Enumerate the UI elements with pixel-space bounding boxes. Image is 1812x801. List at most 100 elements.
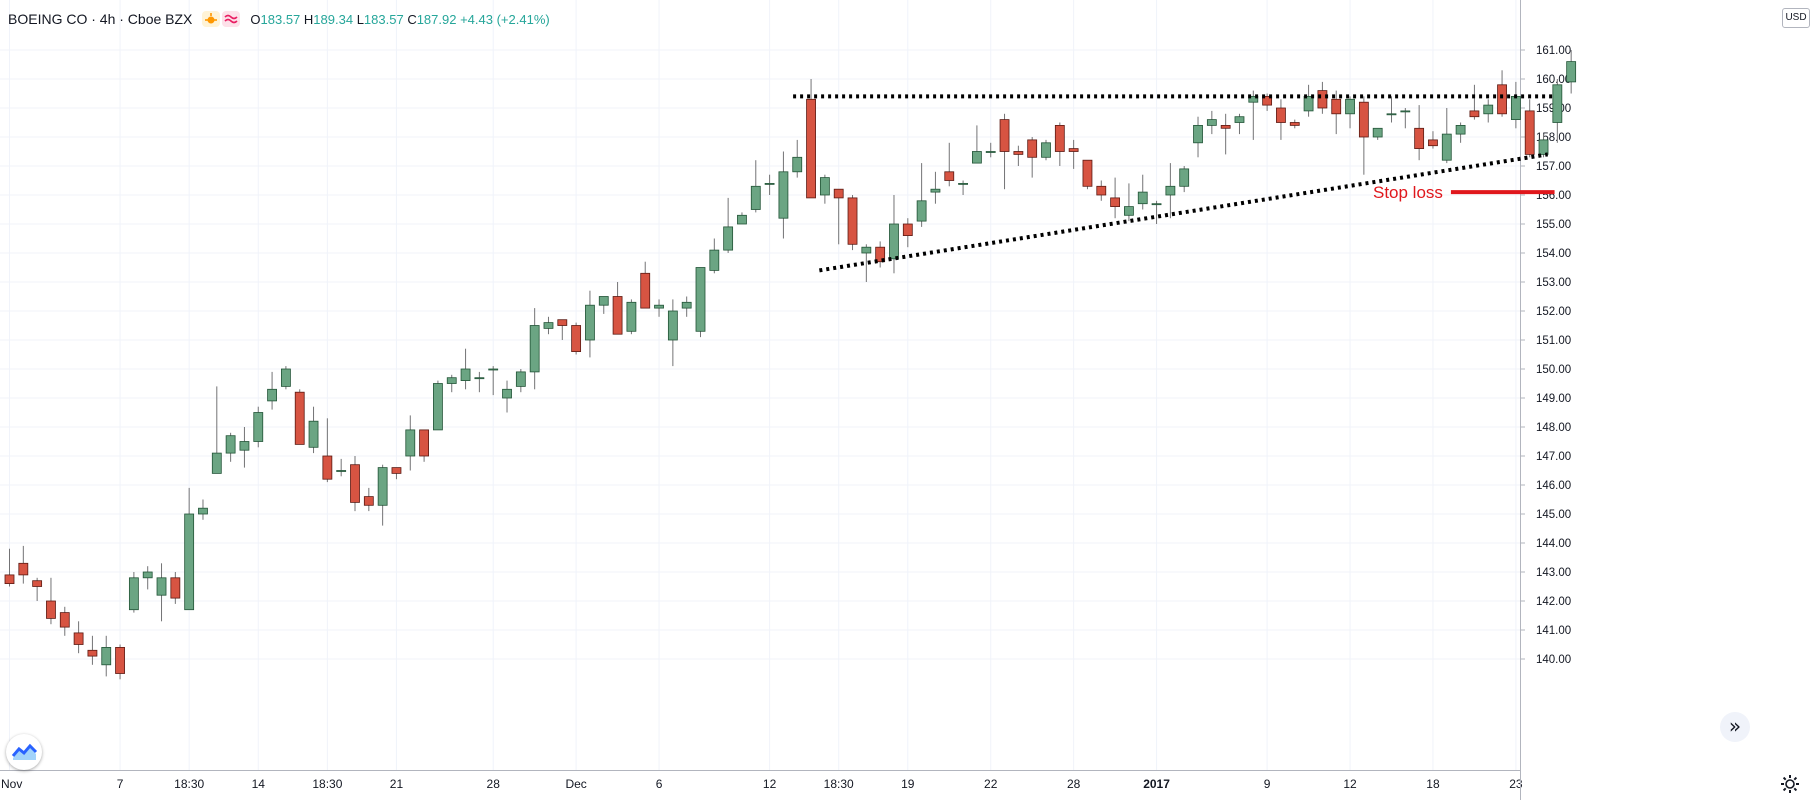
candle-body [1317, 90, 1328, 109]
candle [999, 113, 1010, 190]
time-axis[interactable]: Nov 7 18:30 14 18:30 21 28 Dec 6 12 18:30 19 22 28 201… [0, 770, 1523, 792]
candle-body [405, 429, 416, 457]
time-tick-label: 6 [656, 777, 663, 791]
candle-body [778, 171, 789, 219]
currency-badge[interactable]: USD [1782, 8, 1810, 28]
candle-body [460, 368, 471, 382]
symbol-title[interactable]: BOEING CO · 4h · Cboe BZX [8, 11, 193, 27]
candle-body [515, 371, 526, 387]
candle [737, 212, 747, 225]
price-tick-label: 140.00 [1536, 654, 1571, 666]
candle-body [1566, 61, 1577, 83]
price-tick-label: 146.00 [1536, 480, 1571, 492]
candle [87, 635, 98, 665]
candle-body [170, 577, 181, 599]
candle-body [985, 151, 996, 153]
time-tick-label: 2017 [1143, 777, 1170, 791]
settings-gear-icon[interactable] [1778, 772, 1802, 796]
candle [833, 188, 844, 245]
candle [73, 621, 84, 654]
candle [1552, 79, 1563, 143]
candle-body [267, 388, 277, 402]
price-tick-label: 147.00 [1536, 451, 1571, 463]
candle-body [1331, 98, 1342, 115]
candle [142, 566, 153, 590]
candle-body [1096, 185, 1107, 196]
candle [156, 563, 167, 622]
low-value: 183.57 [363, 11, 404, 27]
candle-body [1455, 125, 1466, 135]
price-tick-label: 141.00 [1536, 625, 1571, 637]
candle [280, 366, 291, 390]
candle-body [640, 272, 651, 309]
candle [1234, 113, 1245, 135]
candle-body [737, 214, 747, 225]
candle-body [764, 182, 775, 185]
ohlc-values: O183.57 H189.34 L183.57 C187.92 +4.43 (+… [250, 12, 549, 27]
candle [806, 79, 816, 199]
candle [612, 282, 623, 335]
candle [1510, 81, 1521, 129]
candle-series [4, 50, 1577, 680]
candle [889, 195, 899, 274]
candle-body [1206, 119, 1217, 126]
candle-body [1510, 96, 1521, 121]
price-tick-label: 154.00 [1536, 248, 1571, 260]
low-label: L [356, 11, 364, 27]
candle [1179, 166, 1190, 193]
candle [1289, 119, 1300, 129]
candle [1414, 105, 1425, 161]
tradingview-logo-icon[interactable] [6, 734, 42, 770]
candle [239, 427, 250, 468]
candle [225, 432, 236, 462]
candle [1441, 108, 1452, 164]
candle [1054, 122, 1065, 166]
candle-body [972, 151, 982, 164]
price-tick-label: 157.00 [1536, 161, 1571, 173]
time-tick-label: 18 [1426, 777, 1440, 791]
candle-body [792, 156, 803, 173]
candle-body [529, 325, 540, 373]
candle-body [723, 226, 734, 251]
candle [1566, 50, 1577, 94]
candle-body [847, 197, 858, 245]
market-status-icon[interactable] [202, 11, 221, 27]
candle-body [1524, 110, 1535, 155]
candle-body [488, 368, 499, 371]
candle-body [101, 647, 112, 666]
candle-body [958, 182, 968, 185]
data-delay-icon[interactable] [222, 11, 241, 27]
time-tick-label: 9 [1264, 777, 1271, 791]
candle [101, 635, 112, 677]
candle [32, 577, 43, 601]
candle-body [350, 464, 360, 503]
candle [488, 366, 499, 396]
candle-body [419, 429, 430, 457]
candle [4, 548, 15, 587]
candle [1041, 139, 1051, 161]
candle [1386, 96, 1397, 123]
candle [1137, 174, 1148, 210]
candle-body [1414, 127, 1425, 150]
price-tick-label: 144.00 [1536, 538, 1571, 550]
candle-body [322, 455, 333, 480]
candle [764, 174, 775, 195]
candle-body [626, 301, 637, 332]
candle [211, 386, 222, 474]
candle [792, 139, 803, 178]
open-value: 183.57 [260, 11, 301, 27]
candle [902, 218, 913, 248]
candle-body [1400, 110, 1411, 113]
candle [1124, 183, 1134, 222]
scroll-to-realtime-button[interactable]: » [1720, 712, 1750, 742]
candle [1220, 113, 1231, 155]
time-tick-label: 19 [901, 777, 915, 791]
trendline-drawings[interactable] [793, 94, 1555, 273]
candle-body [128, 577, 139, 611]
candle-body [433, 383, 443, 431]
time-tick-label: Dec [565, 777, 586, 791]
candle [626, 299, 637, 335]
candle [502, 380, 512, 413]
price-tick-label: 153.00 [1536, 277, 1571, 289]
